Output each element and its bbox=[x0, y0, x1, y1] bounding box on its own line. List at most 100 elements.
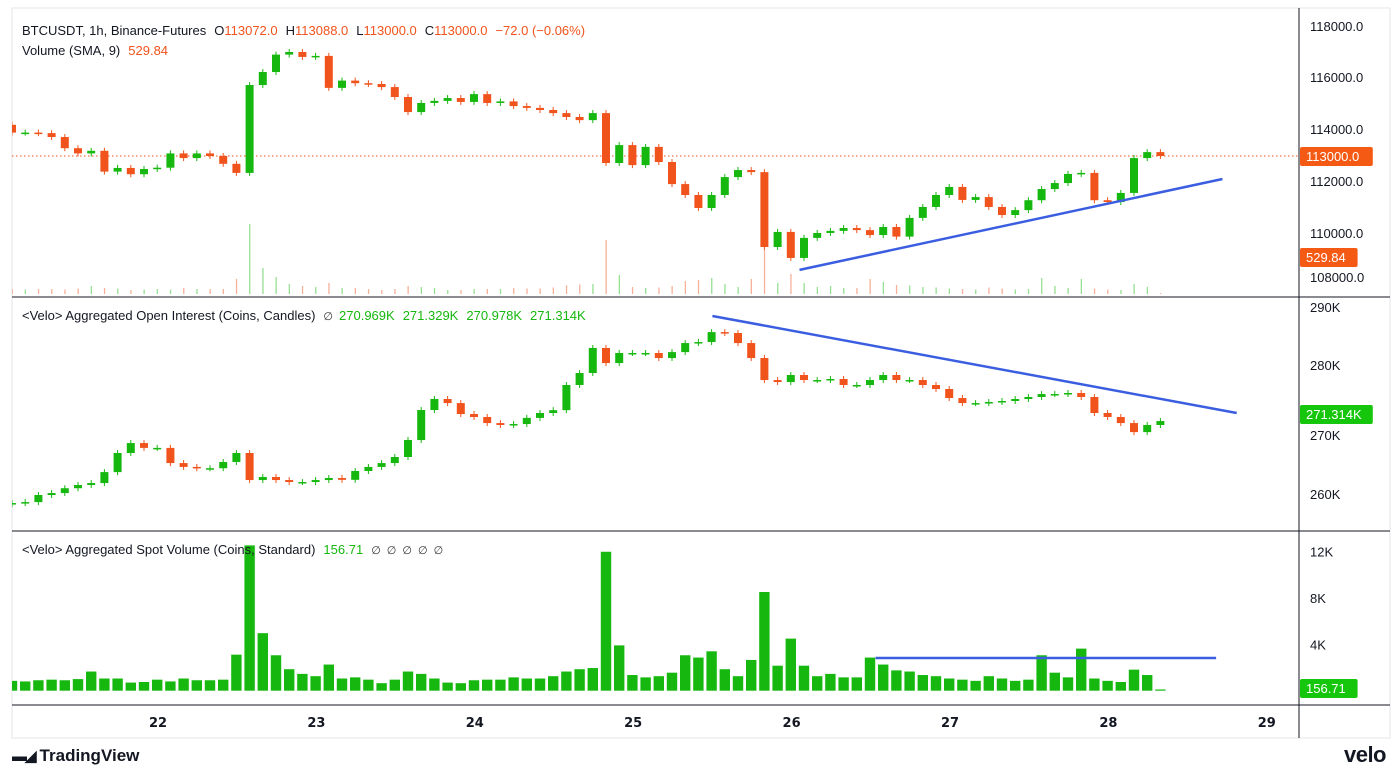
volume-bar bbox=[829, 286, 832, 294]
volume-bar bbox=[1001, 288, 1003, 294]
volume-bar bbox=[948, 288, 950, 294]
price-candle bbox=[245, 85, 254, 173]
spot-volume-bar bbox=[718, 668, 731, 692]
oi-low-value: 270.978K bbox=[466, 308, 523, 323]
price-candle bbox=[826, 230, 835, 233]
spot-volume-bar bbox=[468, 679, 480, 692]
spot-volume-bar bbox=[204, 679, 216, 692]
volume-bar bbox=[130, 290, 132, 294]
volume-legend: Volume (SMA, 9) 529.84 bbox=[22, 43, 168, 58]
spot-volume-bar bbox=[1062, 676, 1074, 692]
spot-volume-bar bbox=[877, 663, 890, 692]
volume-bar bbox=[816, 287, 818, 294]
volume-bar bbox=[235, 279, 238, 294]
oi-candle bbox=[694, 342, 703, 344]
volume-bar bbox=[1041, 278, 1043, 294]
oi-candle bbox=[496, 423, 505, 425]
volume-bar bbox=[869, 279, 871, 294]
volume-bar bbox=[90, 286, 92, 294]
oi-legend: <Velo> Aggregated Open Interest (Coins, … bbox=[22, 308, 586, 323]
spot-axis-label: 4K bbox=[1310, 637, 1326, 652]
oi-trendline bbox=[712, 314, 1237, 415]
price-candle bbox=[483, 94, 492, 103]
oi-candle bbox=[140, 443, 148, 448]
price-candle bbox=[892, 226, 901, 237]
price-candle bbox=[311, 55, 320, 58]
price-candle bbox=[998, 206, 1006, 216]
spot-volume-bar bbox=[837, 676, 850, 692]
price-candle bbox=[298, 52, 307, 57]
spot-volume-bar bbox=[666, 672, 678, 692]
spot-volume-bar bbox=[705, 650, 718, 692]
volume-bar bbox=[301, 286, 304, 294]
spot-volume-bar bbox=[243, 544, 256, 692]
oi-candle bbox=[100, 472, 109, 484]
oi-candle bbox=[615, 353, 624, 364]
volume-bar bbox=[895, 285, 898, 294]
oi-axis-label: 280K bbox=[1310, 358, 1341, 373]
volume-bar bbox=[658, 287, 660, 294]
oi-candle bbox=[905, 380, 914, 382]
oi-candle bbox=[87, 483, 96, 485]
volume-bar bbox=[763, 250, 766, 294]
spot-volume-bar bbox=[745, 659, 758, 692]
spot-volume-bar bbox=[758, 591, 771, 692]
spot-volume-bar bbox=[1141, 674, 1153, 692]
volume-bar bbox=[367, 289, 370, 294]
spot-volume-bar bbox=[771, 665, 784, 692]
volume-bar bbox=[526, 288, 528, 294]
time-axis-label: 27 bbox=[941, 716, 959, 731]
oi-candle bbox=[984, 402, 993, 404]
price-candle bbox=[932, 195, 940, 207]
price-candle bbox=[232, 163, 241, 173]
oi-axis-label: 260K bbox=[1310, 487, 1341, 502]
price-candle bbox=[945, 186, 954, 196]
volume-bar bbox=[499, 289, 502, 294]
spot-volume-bar bbox=[125, 681, 137, 692]
oi-candle bbox=[562, 385, 571, 411]
oi-candle bbox=[166, 447, 175, 464]
spot-volume-bar bbox=[534, 677, 546, 692]
price-candle bbox=[74, 148, 82, 154]
spot-volume-bar bbox=[362, 679, 375, 692]
spot-volume-bar bbox=[903, 670, 916, 692]
volume-bar bbox=[1120, 290, 1122, 294]
oi-candle bbox=[641, 353, 650, 355]
volume-bar bbox=[169, 289, 172, 294]
volume-bar bbox=[1159, 293, 1162, 294]
volume-sma-badge-bg bbox=[1300, 248, 1358, 267]
spot-legend-label: <Velo> Aggregated Spot Volume (Coins, St… bbox=[22, 542, 316, 557]
price-candle bbox=[1090, 172, 1099, 201]
spot-volume-bar bbox=[573, 668, 586, 692]
volume-bar bbox=[24, 289, 26, 294]
volume-bar bbox=[64, 289, 66, 294]
spot-volume-bar bbox=[652, 675, 665, 692]
spot-axis-label: 12K bbox=[1310, 544, 1333, 559]
volume-bar bbox=[275, 277, 277, 294]
oi-candle bbox=[747, 343, 756, 359]
price-candle bbox=[602, 113, 610, 164]
oi-candle bbox=[1090, 397, 1099, 413]
symbol-label: BTCUSDT, 1h, Binance-Futures bbox=[22, 23, 207, 38]
price-axis-label: 118000.0 bbox=[1310, 19, 1363, 34]
volume-bar bbox=[341, 288, 343, 294]
price-candle bbox=[219, 156, 228, 164]
volume-bar bbox=[988, 287, 990, 294]
spot-volume-bar bbox=[1154, 688, 1167, 692]
volume-bar bbox=[631, 287, 634, 294]
price-candle bbox=[971, 197, 980, 200]
price-trendline bbox=[799, 177, 1223, 272]
price-candle bbox=[496, 101, 505, 103]
oi-candle bbox=[1037, 394, 1046, 397]
spot-volume-bar bbox=[481, 679, 494, 692]
price-candle bbox=[707, 195, 716, 209]
volume-bar bbox=[433, 288, 436, 294]
tradingview-logo[interactable]: ▬◢ TradingView bbox=[12, 746, 139, 766]
price-candle bbox=[100, 150, 109, 172]
oi-candle bbox=[179, 463, 188, 467]
spot-volume-bar bbox=[600, 551, 612, 692]
price-candle bbox=[958, 186, 967, 200]
oi-candle bbox=[219, 462, 228, 469]
oi-last-value-badge-bg bbox=[1300, 405, 1373, 424]
